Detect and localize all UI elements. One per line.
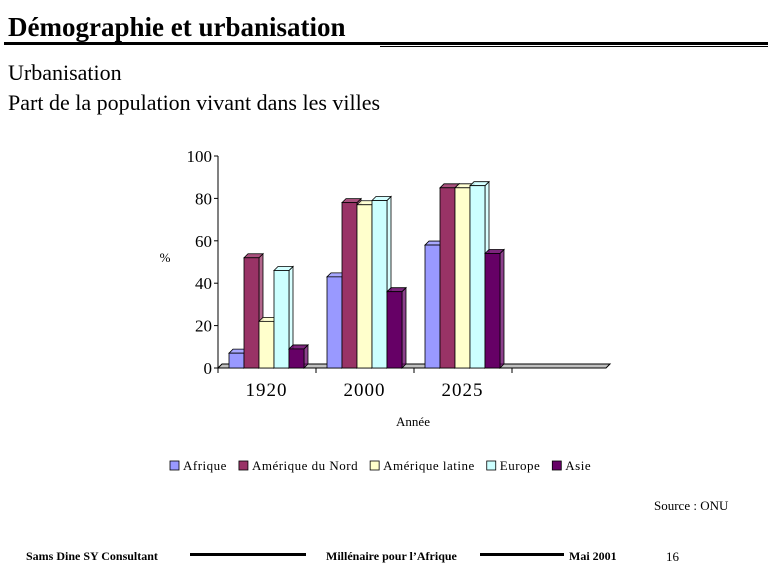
bar-am-rique-latine-2025 [454, 187, 471, 369]
bar-top [469, 181, 490, 187]
bar-side [401, 286, 407, 369]
urbanisation-bar-chart: 0 20 40 60 80 100 1920 2000 2025 Année% Afrique Amé… [160, 147, 612, 473]
legend-label: Amérique latine [383, 458, 475, 473]
legend-swatch [238, 460, 249, 471]
bar-am-rique-du-nord-2000 [341, 202, 358, 369]
legend-swatch [486, 460, 497, 471]
subtitle-description: Part de la population vivant dans les vi… [8, 90, 381, 115]
source-note: Source : ONU [654, 498, 729, 513]
bar-top [341, 198, 362, 204]
legend-label: Asie [565, 458, 591, 473]
y-tick-label: 60 [195, 232, 212, 251]
y-tick-label: 80 [195, 189, 212, 208]
y-tick-label: 40 [195, 274, 212, 293]
y-tick-label: 100 [187, 147, 213, 166]
bar-top [484, 249, 505, 254]
bar-asie-1920 [288, 348, 305, 369]
footer-center-title: Millénaire pour l’Afrique [326, 549, 457, 563]
footer-rule-left [190, 553, 306, 556]
bar-top [273, 266, 294, 271]
title-underline [4, 42, 768, 45]
bar-am-rique-du-nord-1920 [243, 257, 260, 369]
bar-am-rique-du-nord-2025 [439, 187, 456, 369]
legend-label: Afrique [183, 458, 227, 473]
bar-am-rique-latine-1920 [258, 320, 275, 369]
bar-side [499, 248, 505, 369]
legend-label: Amérique du Nord [252, 458, 358, 473]
footer-author: Sams Dine SY Consultant [26, 549, 158, 563]
footer-rule-right [480, 553, 564, 556]
bar-am-rique-latine-2000 [356, 204, 373, 369]
bar-top [243, 253, 264, 259]
bar-top [386, 287, 407, 293]
bar-afrique-1920 [228, 352, 245, 369]
legend-swatch [169, 460, 180, 471]
bar-europe-2000 [371, 200, 388, 369]
y-axis-title: % [160, 250, 171, 265]
legend-swatch [369, 460, 380, 471]
bar-asie-2025 [484, 253, 501, 369]
bar-afrique-2000 [326, 276, 343, 369]
footer-page-number: 16 [666, 549, 679, 564]
bar-top [288, 344, 309, 350]
bar-europe-1920 [273, 270, 290, 369]
subtitle-urbanisation: Urbanisation [8, 60, 122, 85]
legend-label: Europe [500, 458, 541, 473]
y-tick-label: 20 [195, 317, 212, 336]
x-axis-title: Année [396, 414, 430, 429]
bar-europe-2025 [469, 185, 486, 369]
y-tick-label: 0 [204, 359, 213, 378]
footer-date: Mai 2001 [569, 549, 617, 563]
bar-afrique-2025 [424, 244, 441, 369]
x-tick-label: 1920 [246, 380, 288, 401]
legend-swatch [551, 460, 562, 471]
title-underline-thin [380, 46, 768, 47]
x-tick-label: 2000 [344, 380, 386, 401]
bar-top [371, 196, 392, 201]
x-tick-label: 2025 [442, 380, 484, 401]
page-title: Démographie et urbanisation [8, 12, 346, 42]
bar-asie-2000 [386, 291, 403, 369]
